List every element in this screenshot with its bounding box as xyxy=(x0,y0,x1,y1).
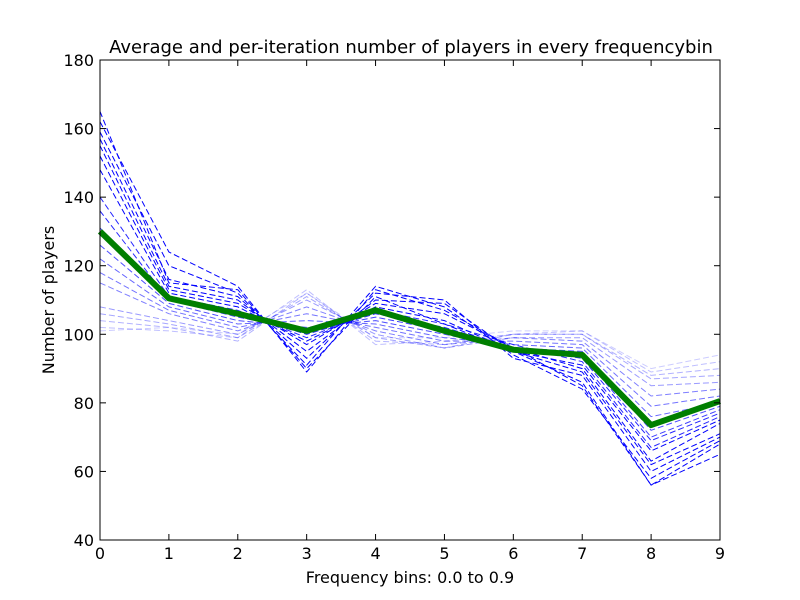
plot-area xyxy=(97,111,721,486)
axes-frame xyxy=(99,59,721,541)
x-tick-label: 9 xyxy=(715,544,725,563)
iteration-line-13 xyxy=(99,272,721,407)
iteration-line-17 xyxy=(99,292,721,376)
y-tick-label: 140 xyxy=(63,188,94,207)
iteration-line-6 xyxy=(99,155,721,462)
iteration-line-15 xyxy=(99,299,721,387)
x-axis: 0 1 2 3 4 5 6 7 8 9 xyxy=(95,60,725,563)
x-tick-label: 1 xyxy=(164,544,174,563)
x-axis-label: Frequency bins: 0.0 to 0.9 xyxy=(306,568,514,587)
iteration-line-1 xyxy=(99,111,721,486)
chart-title: Average and per-iteration number of play… xyxy=(109,37,713,58)
average-line xyxy=(97,229,721,429)
iteration-line-7 xyxy=(99,169,721,452)
x-tick-label: 4 xyxy=(370,544,380,563)
iteration-line-18 xyxy=(99,289,721,373)
iteration-line-19 xyxy=(99,292,721,370)
x-tick-label: 8 xyxy=(646,544,656,563)
y-tick-label: 120 xyxy=(63,257,94,276)
iteration-line-4 xyxy=(99,138,721,473)
y-tick-label: 40 xyxy=(74,531,94,550)
y-axis: 40 60 80 100 120 140 160 180 xyxy=(63,51,720,550)
x-tick-label: 5 xyxy=(439,544,449,563)
iteration-line-16 xyxy=(99,296,721,380)
y-tick-label: 160 xyxy=(63,120,94,139)
x-tick-label: 0 xyxy=(95,544,105,563)
y-tick-label: 80 xyxy=(74,394,94,413)
iteration-line-3 xyxy=(99,131,721,479)
iteration-line-14 xyxy=(99,282,721,397)
x-tick-label: 7 xyxy=(577,544,587,563)
x-tick-label: 3 xyxy=(302,544,312,563)
iteration-line-5 xyxy=(99,145,721,466)
iteration-line-2 xyxy=(99,121,721,486)
y-tick-label: 100 xyxy=(63,325,94,344)
y-tick-label: 180 xyxy=(63,51,94,70)
iteration-line-12 xyxy=(99,258,721,418)
x-tick-label: 2 xyxy=(233,544,243,563)
y-tick-label: 60 xyxy=(74,462,94,481)
y-axis-label: Number of players xyxy=(39,226,58,375)
x-tick-label: 6 xyxy=(508,544,518,563)
